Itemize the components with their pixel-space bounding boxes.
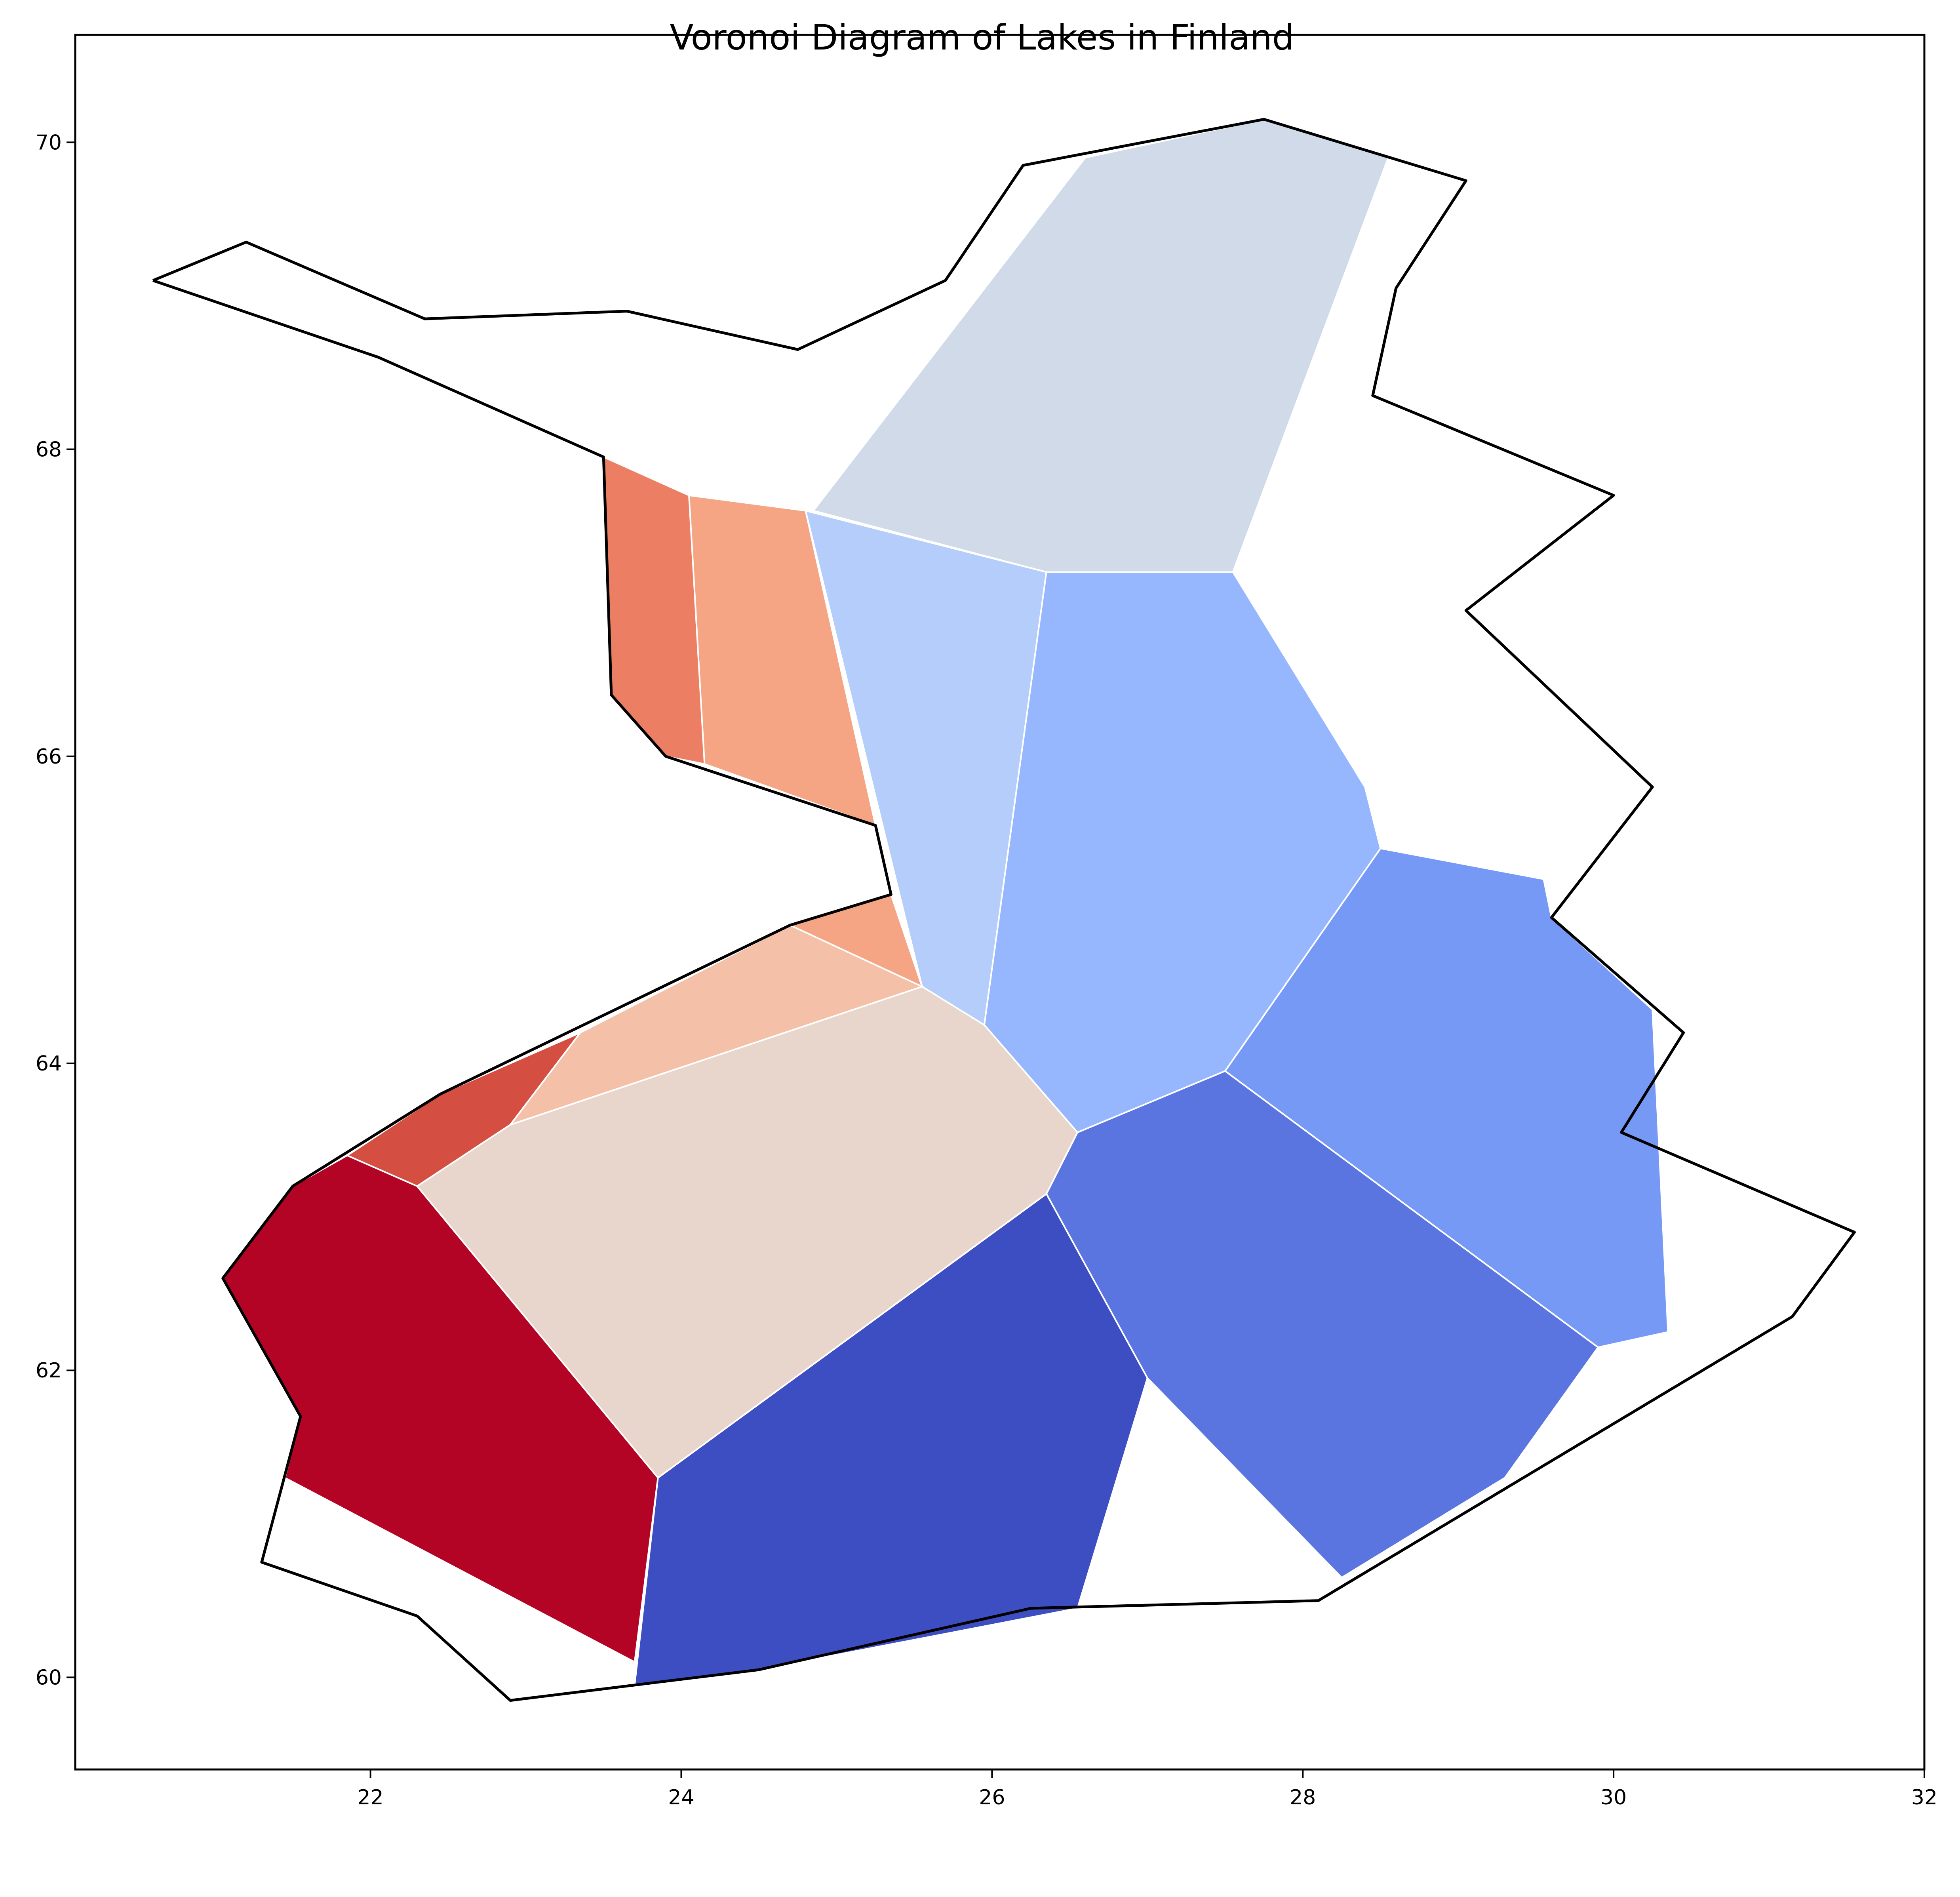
y-tick-label-68: 68 xyxy=(36,438,62,462)
y-tick-label-60: 60 xyxy=(36,1666,62,1689)
y-tick-label-66: 66 xyxy=(36,745,62,769)
x-axis: 22 24 26 28 30 32 xyxy=(358,1769,1937,1809)
y-tick-label-70: 70 xyxy=(36,131,62,154)
finland-outline xyxy=(152,118,1856,1702)
axes-frame xyxy=(74,34,1926,1771)
x-tick-label-26: 26 xyxy=(979,1786,1005,1809)
chart-title: Voronoi Diagram of Lakes in Finland xyxy=(670,17,1294,58)
y-tick-label-62: 62 xyxy=(36,1359,62,1383)
voronoi-cell-1 xyxy=(812,118,1389,573)
x-tick-label-28: 28 xyxy=(1290,1786,1316,1809)
x-tick-label-24: 24 xyxy=(668,1786,694,1809)
y-axis: 60 62 64 66 68 70 xyxy=(36,131,75,1689)
x-tick-label-32: 32 xyxy=(1911,1786,1937,1809)
voronoi-cells xyxy=(222,118,1669,1686)
x-tick-label-22: 22 xyxy=(358,1786,384,1809)
y-tick-label-64: 64 xyxy=(36,1052,62,1076)
x-tick-label-30: 30 xyxy=(1600,1786,1627,1809)
